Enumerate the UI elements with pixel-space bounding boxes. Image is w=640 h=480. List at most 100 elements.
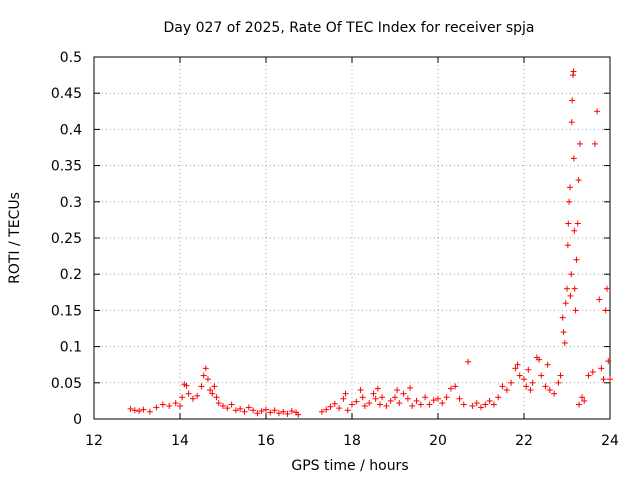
data-point xyxy=(379,394,386,401)
data-point xyxy=(263,406,269,413)
data-point xyxy=(284,410,291,417)
y-tick-label: 0.1 xyxy=(60,340,82,356)
data-point xyxy=(525,366,532,373)
data-point xyxy=(564,242,571,249)
data-point xyxy=(383,402,390,409)
x-tick-label: 12 xyxy=(85,433,103,449)
y-tick-label: 0.25 xyxy=(51,231,82,247)
data-point xyxy=(465,358,472,365)
data-point xyxy=(600,376,607,383)
data-point xyxy=(566,198,573,205)
data-point xyxy=(581,397,588,404)
data-point xyxy=(503,387,510,394)
data-point xyxy=(516,372,523,379)
data-point xyxy=(336,405,343,412)
data-point xyxy=(456,395,463,402)
data-point xyxy=(288,408,295,415)
data-point xyxy=(571,227,578,234)
data-point xyxy=(232,407,239,414)
data-point xyxy=(357,387,364,394)
data-point xyxy=(166,402,173,409)
data-point xyxy=(361,402,368,409)
data-point xyxy=(213,394,220,401)
data-point xyxy=(603,285,610,292)
data-point xyxy=(250,407,257,414)
data-point xyxy=(557,372,564,379)
data-point xyxy=(370,390,377,397)
data-point xyxy=(594,108,601,115)
y-tick-label: 0.15 xyxy=(51,303,82,319)
data-point xyxy=(576,401,583,408)
y-tick-label: 0 xyxy=(73,412,82,428)
data-point xyxy=(376,401,383,408)
data-point xyxy=(407,384,414,391)
y-tick-label: 0.35 xyxy=(51,159,82,175)
x-tick-label: 14 xyxy=(171,433,189,449)
data-point xyxy=(460,401,467,408)
y-axis-label: ROTI / TECUs xyxy=(7,192,23,284)
x-tick-label: 22 xyxy=(515,433,533,449)
data-point xyxy=(220,402,226,409)
grid-lines xyxy=(94,57,610,419)
data-point xyxy=(562,300,569,307)
data-point xyxy=(318,408,325,415)
data-point xyxy=(267,409,274,416)
data-point xyxy=(372,395,379,402)
data-point xyxy=(508,379,515,386)
data-point xyxy=(275,410,282,417)
data-point xyxy=(245,404,252,411)
data-point xyxy=(353,398,360,405)
x-tick-label: 20 xyxy=(429,433,447,449)
data-point xyxy=(574,220,581,227)
data-point xyxy=(202,365,209,372)
data-point xyxy=(340,395,347,402)
data-point xyxy=(327,403,334,410)
data-point xyxy=(374,385,381,392)
data-point xyxy=(153,404,160,411)
data-point xyxy=(331,400,338,407)
data-point xyxy=(565,220,572,227)
data-point xyxy=(404,395,411,402)
data-point xyxy=(194,392,201,399)
data-point xyxy=(551,390,558,397)
data-point xyxy=(569,97,576,104)
data-point xyxy=(521,376,527,383)
data-point xyxy=(189,395,196,402)
data-point xyxy=(183,382,190,389)
data-point xyxy=(478,404,484,411)
data-point xyxy=(400,390,407,397)
data-point xyxy=(359,394,366,401)
y-tick-label: 0.05 xyxy=(51,376,82,392)
data-point xyxy=(204,376,211,383)
data-point xyxy=(568,271,575,278)
x-axis-label: GPS time / hours xyxy=(291,458,408,474)
data-point xyxy=(469,402,476,409)
data-point xyxy=(131,407,138,414)
data-point xyxy=(605,358,612,365)
data-point xyxy=(495,394,502,401)
data-point xyxy=(573,256,580,263)
data-point xyxy=(598,365,605,372)
data-point xyxy=(392,394,398,401)
x-tick-label: 16 xyxy=(257,433,275,449)
y-tick-label: 0.4 xyxy=(60,122,82,138)
chart-title: Day 027 of 2025, Rate Of TEC Index for r… xyxy=(163,20,534,36)
data-point xyxy=(591,140,598,147)
data-point xyxy=(159,401,166,408)
data-point xyxy=(237,405,244,412)
data-point xyxy=(179,394,186,401)
data-point xyxy=(209,390,216,397)
data-point xyxy=(542,383,549,390)
data-point xyxy=(417,401,424,408)
data-point xyxy=(211,383,218,390)
data-point xyxy=(422,394,429,401)
data-point xyxy=(198,383,205,390)
data-point xyxy=(280,408,287,415)
data-point xyxy=(570,155,577,162)
data-point xyxy=(546,387,553,394)
data-point xyxy=(413,397,420,404)
data-point xyxy=(349,401,355,408)
data-point xyxy=(295,411,302,418)
data-point xyxy=(140,406,147,413)
data-point xyxy=(512,365,519,372)
